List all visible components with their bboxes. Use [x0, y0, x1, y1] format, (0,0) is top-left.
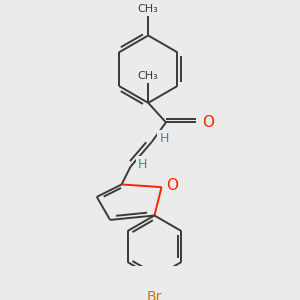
Text: H: H — [138, 158, 148, 172]
Text: H: H — [160, 132, 169, 145]
Text: CH₃: CH₃ — [138, 71, 159, 81]
Text: O: O — [166, 178, 178, 193]
Text: Br: Br — [147, 290, 162, 300]
Text: CH₃: CH₃ — [138, 4, 159, 14]
Text: O: O — [202, 115, 214, 130]
